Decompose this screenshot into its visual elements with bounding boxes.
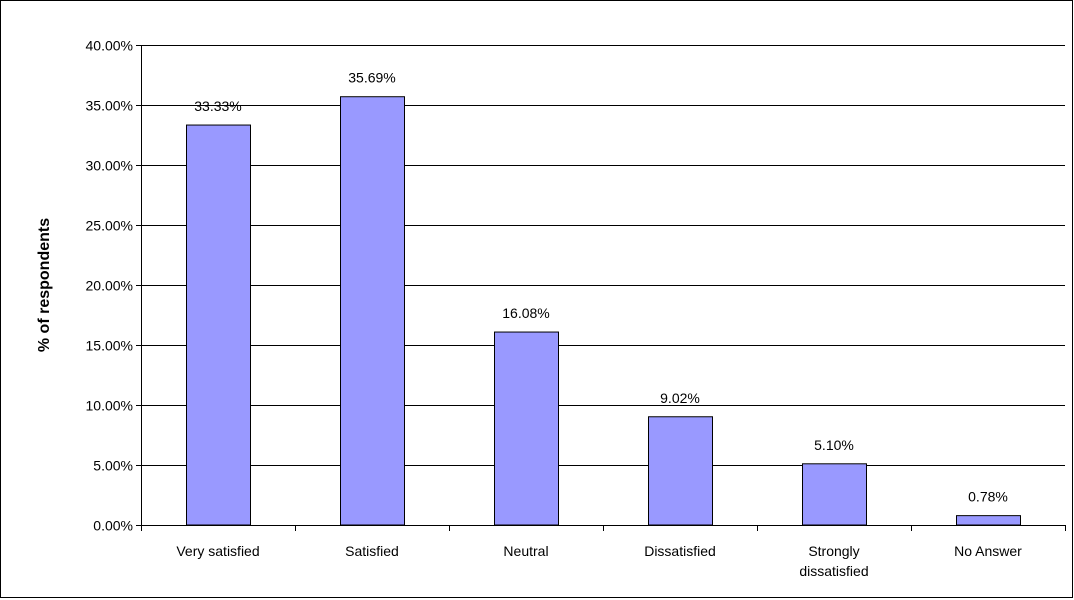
x-tick-label: Strongly dissatisfied	[799, 543, 868, 579]
bar	[956, 515, 1021, 526]
bar	[494, 331, 559, 526]
axes	[136, 45, 1066, 531]
y-tick-label: 5.00%	[93, 458, 133, 474]
x-tick-label: Dissatisfied	[644, 543, 716, 559]
x-tick-label: Neutral	[503, 543, 548, 559]
y-tick-labels: 0.00% 5.00% 10.00% 15.00% 20.00% 25.00% 30.00%…	[86, 38, 133, 534]
data-label: 16.08%	[502, 305, 549, 321]
data-label: 0.78%	[968, 489, 1008, 505]
x-tick-label: Satisfied	[345, 543, 399, 559]
data-label: 5.10%	[814, 437, 854, 453]
data-label: 9.02%	[660, 390, 700, 406]
gridlines	[141, 45, 1065, 466]
y-tick-label: 15.00%	[86, 338, 133, 354]
bar	[648, 416, 713, 526]
bar	[802, 463, 867, 526]
bar	[186, 124, 251, 526]
data-label: 35.69%	[348, 70, 395, 86]
data-labels: 33.33% 35.69% 16.08% 9.02% 5.10% 0.78%	[194, 70, 1008, 505]
y-tick-label: 25.00%	[86, 218, 133, 234]
data-label: 33.33%	[194, 98, 241, 114]
y-tick-label: 20.00%	[86, 278, 133, 294]
y-tick-label: 0.00%	[93, 518, 133, 534]
y-tick-label: 35.00%	[86, 98, 133, 114]
x-tick-label: Very satisfied	[176, 543, 259, 559]
y-tick-label: 30.00%	[86, 158, 133, 174]
x-tick-labels: Very satisfied Satisfied Neutral Dissatisfi…	[176, 543, 1022, 579]
x-tick-label: No Answer	[954, 543, 1022, 559]
bar	[340, 96, 405, 526]
y-tick-label: 10.00%	[86, 398, 133, 414]
y-tick-label: 40.00%	[86, 38, 133, 54]
y-axis-title: % of respondents	[36, 218, 53, 352]
bars	[186, 96, 1021, 526]
